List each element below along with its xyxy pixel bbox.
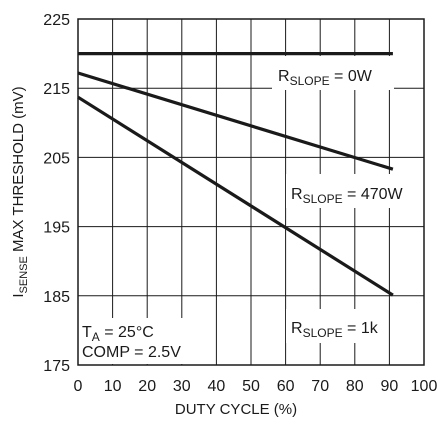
- conditions-bg: [79, 318, 191, 364]
- y-tick-labels: 175 185 195 205 215 225: [43, 12, 70, 375]
- x-tick-label: 90: [381, 378, 399, 395]
- x-tick-label: 10: [104, 378, 122, 395]
- x-tick-label: 30: [173, 378, 191, 395]
- series-label-bg-2: [286, 309, 386, 343]
- x-tick-label: 20: [138, 378, 156, 395]
- x-tick-label: 50: [242, 378, 260, 395]
- plot-frame: [77, 18, 425, 366]
- y-tick-label: 175: [43, 358, 70, 375]
- condition-comp: COMP = 2.5V: [82, 344, 181, 361]
- series-line-1: [77, 71, 394, 171]
- condition-temperature: TA = 25°C: [82, 324, 154, 344]
- y-tick-label: 215: [43, 81, 70, 98]
- series-label-2: RSLOPE = 1k: [291, 320, 379, 340]
- y-tick-label: 225: [43, 12, 70, 29]
- y-axis-title-rest: MAX THRESHOLD (mV): [10, 86, 27, 256]
- series-label-bg-1: [286, 174, 414, 208]
- y-axis-title: ISENSE MAX THRESHOLD (mV): [10, 86, 30, 297]
- x-tick-label: 60: [277, 378, 295, 395]
- y-tick-label: 205: [43, 150, 70, 167]
- x-tick-label: 40: [208, 378, 226, 395]
- x-tick-label: 0: [74, 378, 83, 395]
- x-axis-title: DUTY CYCLE (%): [175, 401, 297, 418]
- y-axis-title-main: I: [10, 293, 27, 297]
- y-axis-title-sub: SENSE: [18, 256, 30, 293]
- y-tick-label: 185: [43, 289, 70, 306]
- series-lines: [77, 51, 394, 297]
- y-tick-label: 195: [43, 220, 70, 237]
- series-label-bg-0: [272, 56, 394, 90]
- series-label-0: RSLOPE = 0W: [278, 68, 373, 88]
- x-tick-label: 100: [411, 378, 438, 395]
- series-line-2: [77, 95, 394, 297]
- series-label-1: RSLOPE = 470W: [291, 186, 404, 206]
- x-tick-labels: 0 10 20 30 40 50 60 70 80 90 100: [74, 378, 438, 395]
- x-tick-label: 80: [346, 378, 364, 395]
- x-tick-label: 70: [311, 378, 329, 395]
